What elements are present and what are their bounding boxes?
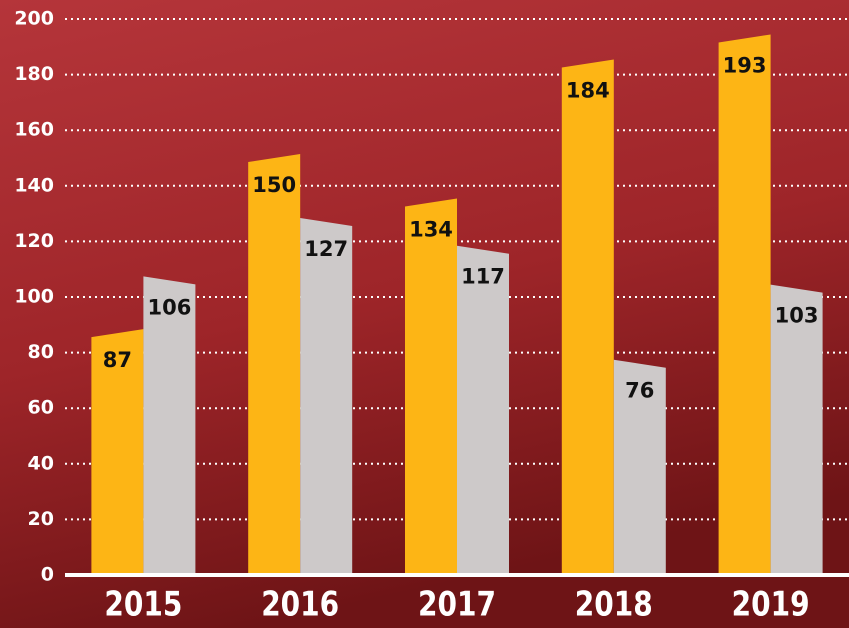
bar	[457, 245, 509, 576]
bar	[91, 329, 144, 575]
value-label: 103	[775, 304, 819, 328]
bar	[561, 59, 614, 576]
y-tick-label: 160	[14, 119, 54, 141]
bar	[143, 276, 196, 575]
x-tick-label: 2017	[418, 585, 496, 625]
y-tick-label: 180	[14, 63, 54, 85]
bar	[248, 154, 301, 575]
y-tick-label: 140	[14, 174, 54, 196]
value-label: 117	[461, 265, 505, 289]
x-tick-label: 2018	[575, 585, 653, 625]
value-label: 106	[147, 295, 191, 319]
y-tick-label: 100	[14, 286, 54, 308]
x-tick-label: 2015	[104, 585, 182, 625]
value-label: 127	[304, 237, 348, 261]
bar	[613, 359, 666, 575]
bar	[770, 284, 823, 575]
y-tick-label: 20	[28, 508, 54, 530]
value-label: 150	[252, 173, 296, 197]
value-label: 134	[409, 217, 453, 241]
value-label: 193	[723, 53, 767, 77]
y-tick-label: 120	[14, 230, 54, 252]
value-label: 76	[625, 379, 654, 403]
y-tick-label: 40	[28, 452, 54, 474]
bar	[300, 217, 353, 575]
y-tick-label: 80	[28, 341, 54, 363]
bar	[405, 198, 457, 576]
y-tick-label: 60	[28, 397, 54, 419]
y-tick-label: 0	[41, 564, 54, 586]
x-tick-label: 2016	[261, 585, 339, 625]
x-tick-label: 2019	[732, 585, 810, 625]
bar	[718, 34, 771, 575]
value-label: 184	[566, 78, 610, 102]
value-label: 87	[103, 348, 132, 372]
y-tick-label: 200	[14, 8, 54, 30]
